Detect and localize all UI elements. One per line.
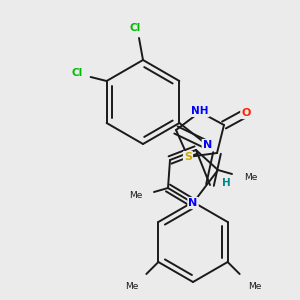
Text: Me: Me: [244, 173, 257, 182]
Text: Me: Me: [125, 282, 138, 291]
Text: Me: Me: [129, 191, 142, 200]
Text: NH: NH: [191, 106, 209, 116]
Text: N: N: [203, 140, 212, 150]
Text: N: N: [188, 198, 198, 208]
Text: O: O: [241, 108, 251, 118]
Text: Cl: Cl: [129, 23, 141, 33]
Text: Me: Me: [248, 282, 261, 291]
Text: Cl: Cl: [71, 68, 82, 78]
Text: H: H: [222, 178, 230, 188]
Text: S: S: [184, 152, 192, 162]
